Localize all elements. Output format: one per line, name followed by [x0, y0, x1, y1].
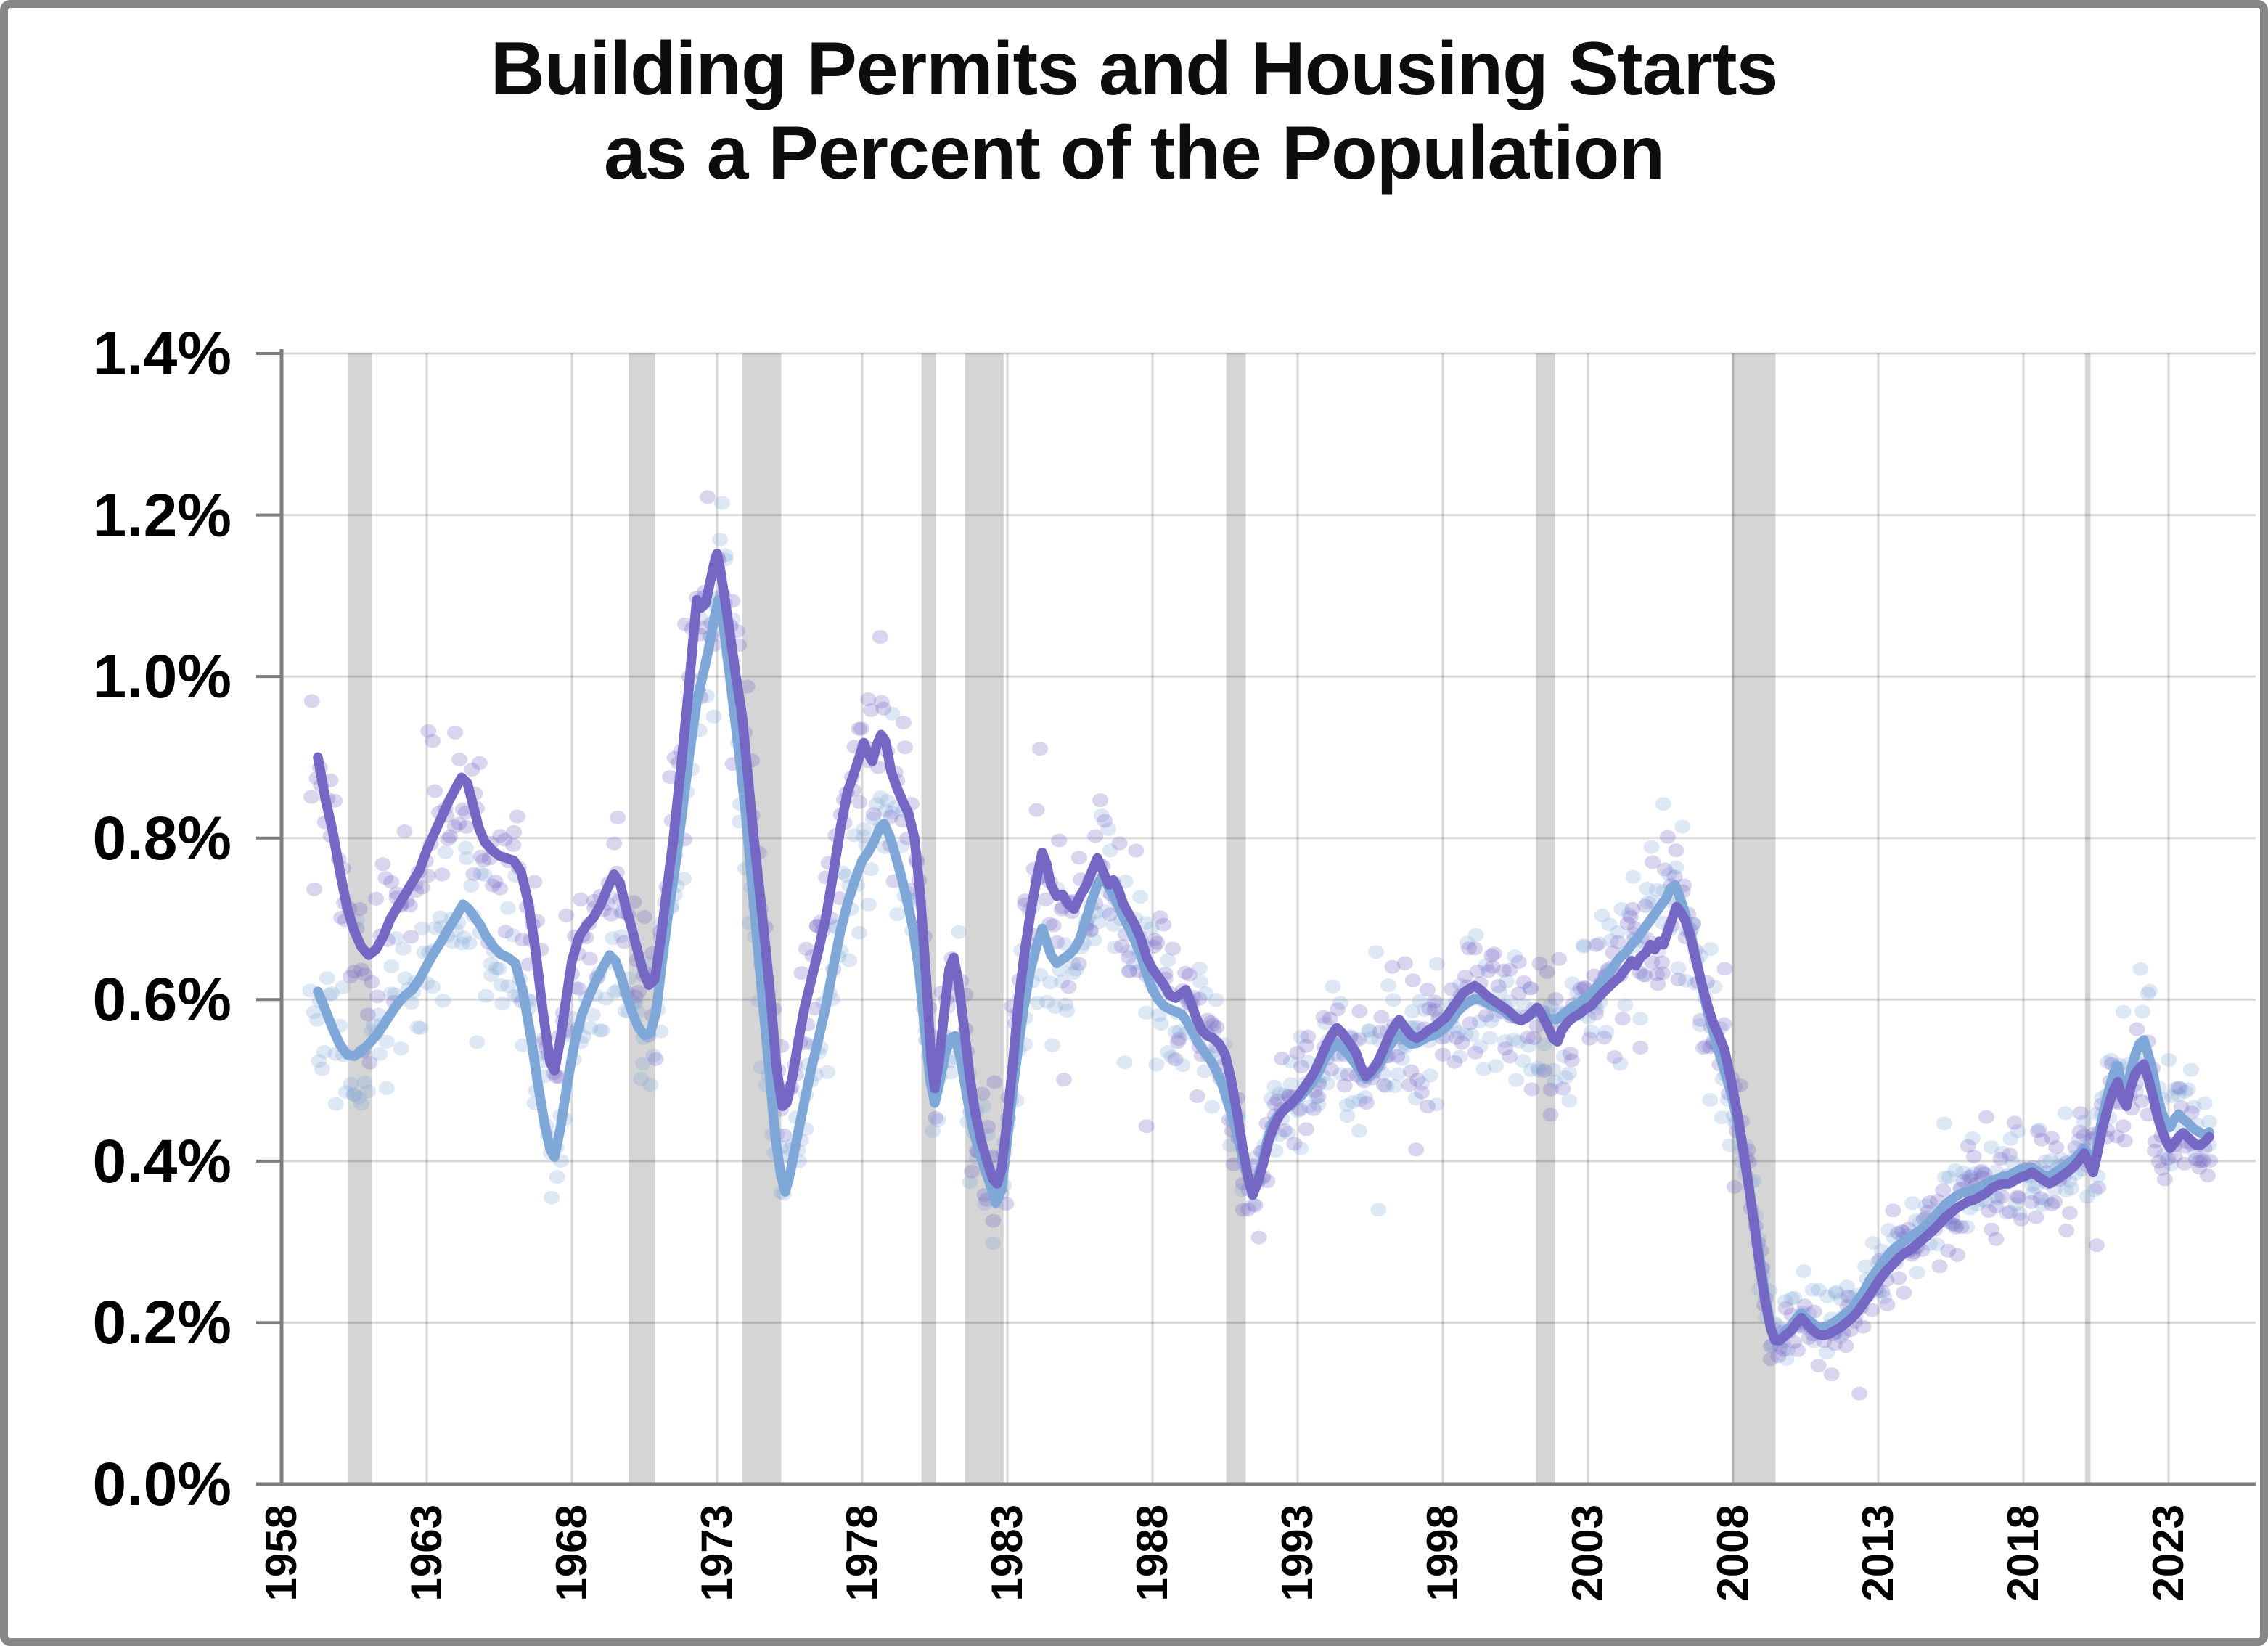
- scatter-dots-housing-starts: [303, 490, 2219, 1401]
- x-axis-label: 1998: [1418, 1504, 1467, 1602]
- series-lines: [313, 549, 2214, 1346]
- x-axis-label: 2003: [1563, 1504, 1612, 1602]
- recession-bands: [348, 353, 2091, 1484]
- y-axis-label: 1.0%: [92, 642, 232, 711]
- y-axis-label: 0.2%: [92, 1288, 232, 1357]
- x-axis-label: 1993: [1273, 1504, 1322, 1602]
- chart-title-line-2: as a Percent of the Population: [604, 111, 1665, 196]
- y-axis-label: 1.2%: [92, 480, 232, 549]
- x-axis-label: 1963: [402, 1504, 451, 1602]
- chart-plot-area: [256, 349, 2256, 1486]
- x-axis-label: 1983: [983, 1504, 1031, 1602]
- x-axis-label: 2023: [2144, 1504, 2193, 1602]
- y-axis-label: 0.8%: [92, 803, 232, 872]
- x-axis-label: 1978: [838, 1504, 886, 1602]
- x-axis-label: 2018: [1999, 1504, 2047, 1602]
- gridlines: [282, 352, 2256, 1484]
- y-axis-label: 0.0%: [92, 1450, 232, 1518]
- scatter-dots: [302, 490, 2219, 1401]
- line-housing-starts: [313, 549, 2214, 1346]
- axes: [256, 349, 2256, 1486]
- x-axis-label: 1958: [257, 1504, 306, 1602]
- y-axis-label: 0.6%: [92, 965, 232, 1034]
- y-axis-label: 1.4%: [92, 319, 232, 388]
- x-axis-label: 2013: [1854, 1504, 1902, 1602]
- chart-title-line-1: Building Permits and Housing Starts: [490, 27, 1779, 111]
- y-axis-label: 0.4%: [92, 1126, 232, 1195]
- x-axis-label: 1973: [692, 1504, 741, 1602]
- x-axis-label: 1988: [1128, 1504, 1176, 1602]
- x-axis-label: 1968: [547, 1504, 596, 1602]
- chart-title: Building Permits and Housing Starts as a…: [8, 27, 2260, 196]
- line-building-permits: [313, 594, 2214, 1346]
- x-axis-label: 2008: [1708, 1504, 1757, 1602]
